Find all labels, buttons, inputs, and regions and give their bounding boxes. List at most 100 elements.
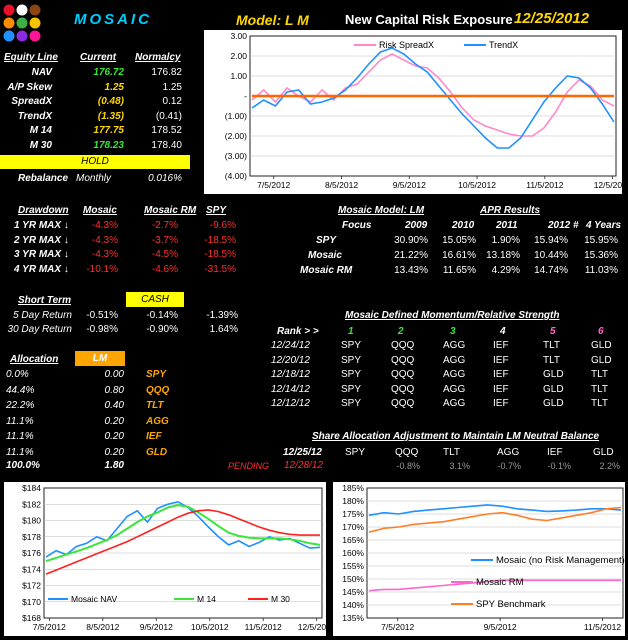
x-tick-label: 8/5/2012 xyxy=(86,622,119,632)
pending-label: PENDING xyxy=(228,461,270,471)
momentum-ticker: AGG xyxy=(443,369,466,380)
apr-cell: 11.03% xyxy=(584,265,618,276)
momentum-ticker: GLD xyxy=(543,383,564,395)
series-line xyxy=(251,53,615,137)
momentum-ticker: IEF xyxy=(493,383,509,395)
share-alloc-date: 12/25/12 xyxy=(283,447,322,458)
apr-cell: 21.22% xyxy=(394,250,428,261)
allocation-weight: 0.20 xyxy=(104,446,124,458)
apr-cell: 16.61% xyxy=(442,250,476,261)
plot-area xyxy=(249,35,617,177)
short-term-row-label: 30 Day Return xyxy=(7,324,72,335)
y-tick-label: $182 xyxy=(22,499,41,509)
momentum-date: 12/12/12 xyxy=(271,398,310,409)
drawdown-row-label: 1 YR MAX ↓ xyxy=(14,220,69,231)
short-term-cell: -0.90% xyxy=(146,324,178,335)
rank-number: 3 xyxy=(450,326,456,337)
drawdown-rm: -4.6% xyxy=(151,263,178,275)
momentum-ticker: SPY xyxy=(341,340,362,351)
apr-cell: 10.44% xyxy=(534,250,568,261)
y-tick-label: 165% xyxy=(342,535,364,545)
apr-model-label: Mosaic Model: LM xyxy=(338,205,425,216)
drawdown-row-label: 2 YR MAX ↓ xyxy=(14,234,69,246)
x-tick-label: 11/5/2012 xyxy=(526,180,563,190)
rebalance-pct: 0.016% xyxy=(148,173,182,184)
x-tick-label: 12/5/2012 xyxy=(298,622,326,632)
allocation-pct: 44.4% xyxy=(6,384,35,396)
rank-number: 1 xyxy=(348,326,354,337)
momentum-ticker: QQQ xyxy=(391,354,415,366)
allocation-weight: 0.00 xyxy=(104,369,124,380)
equity-row-label: SpreadX xyxy=(11,96,52,107)
rank-number: 6 xyxy=(598,326,604,337)
risk-spread-chart: 3.00 2.00 1.00 - (1.00) (2.00) (3.00) (4.00) 7/5… xyxy=(204,30,622,194)
allocation-pct: 11.1% xyxy=(6,431,34,442)
logo-dot xyxy=(16,30,28,42)
y-tick-label: 135% xyxy=(342,613,364,623)
series-line xyxy=(368,504,622,517)
allocation-weight: 0.80 xyxy=(104,384,124,396)
momentum-title: Mosaic Defined Momentum/Relative Strengt… xyxy=(345,310,560,321)
equity-header-current: Current xyxy=(80,52,117,63)
share-alloc-ticker: GLD xyxy=(593,447,614,458)
logo-dot xyxy=(3,17,15,29)
allocation-total-pct: 100.0% xyxy=(6,460,40,471)
drawdown-rm: -2.7% xyxy=(151,220,178,231)
apr-cell: 15.94% xyxy=(534,235,568,246)
momentum-ticker: AGG xyxy=(443,354,466,366)
equity-header-label: Equity Line xyxy=(4,52,58,63)
allocation-pct: 11.1% xyxy=(6,415,34,427)
momentum-ticker: IEF xyxy=(493,398,509,409)
model-label: Model: L M xyxy=(236,12,309,28)
equity-row-current: 177.75 xyxy=(93,125,124,136)
apr-cell: 13.43% xyxy=(394,265,428,276)
y-tick-label: $184 xyxy=(22,483,41,493)
y-tick-label: 175% xyxy=(342,509,364,519)
logo-text: MOSAIC xyxy=(74,11,152,28)
x-tick-label: 9/5/2012 xyxy=(393,180,426,190)
hold-badge: HOLD xyxy=(0,155,190,169)
x-tick-label: 7/5/2012 xyxy=(257,180,290,190)
allocation-ticker: QQQ xyxy=(146,384,170,396)
equity-row-label: A/P Skew xyxy=(7,81,52,93)
allocation-pct: 11.1% xyxy=(6,446,34,458)
apr-cell: 11.65% xyxy=(442,265,476,276)
momentum-ticker: IEF xyxy=(493,354,509,366)
drawdown-header-label: Drawdown xyxy=(18,205,69,216)
drawdown-spy: -31.5% xyxy=(204,263,236,275)
y-tick-label: (4.00) xyxy=(225,171,247,181)
momentum-ticker: QQQ xyxy=(391,383,415,395)
share-alloc-ticker: IEF xyxy=(547,447,563,458)
logo-dots xyxy=(2,3,42,43)
momentum-ticker: SPY xyxy=(341,354,362,366)
allocation-ticker: SPY xyxy=(146,369,167,380)
apr-cell: 15.95% xyxy=(584,235,618,246)
x-tick-label: 11/5/2012 xyxy=(584,622,621,632)
y-tick-label: (2.00) xyxy=(225,131,247,141)
momentum-ticker: TLT xyxy=(591,369,609,380)
rebalance-value: Monthly xyxy=(76,173,112,184)
legend-label: M 14 xyxy=(197,594,216,604)
legend-label: SPY Benchmark xyxy=(476,599,546,610)
apr-cell: 30.90% xyxy=(394,235,428,246)
x-tick-label: 9/5/2012 xyxy=(140,622,173,632)
y-tick-label: $180 xyxy=(22,516,41,526)
series-line xyxy=(251,47,615,149)
y-tick-label: 150% xyxy=(342,574,364,584)
logo-dot xyxy=(29,30,41,42)
drawdown-row-label: 3 YR MAX ↓ xyxy=(14,249,69,260)
y-tick-label: 185% xyxy=(342,483,364,493)
rank-number: 5 xyxy=(550,326,556,337)
drawdown-header-mosaic: Mosaic xyxy=(83,205,117,216)
momentum-ticker: IEF xyxy=(493,369,509,380)
apr-title: APR Results xyxy=(480,205,541,216)
apr-header: 4 Years xyxy=(586,220,622,231)
momentum-ticker: GLD xyxy=(591,340,612,351)
logo-dot xyxy=(29,17,41,29)
equity-row-normalcy: 176.82 xyxy=(151,67,182,78)
drawdown-rm: -4.5% xyxy=(151,249,178,260)
y-tick-label: 180% xyxy=(342,496,364,506)
equity-row-normalcy: 178.52 xyxy=(151,125,182,136)
y-tick-label: $168 xyxy=(22,613,41,623)
apr-cell: 14.74% xyxy=(534,265,568,276)
